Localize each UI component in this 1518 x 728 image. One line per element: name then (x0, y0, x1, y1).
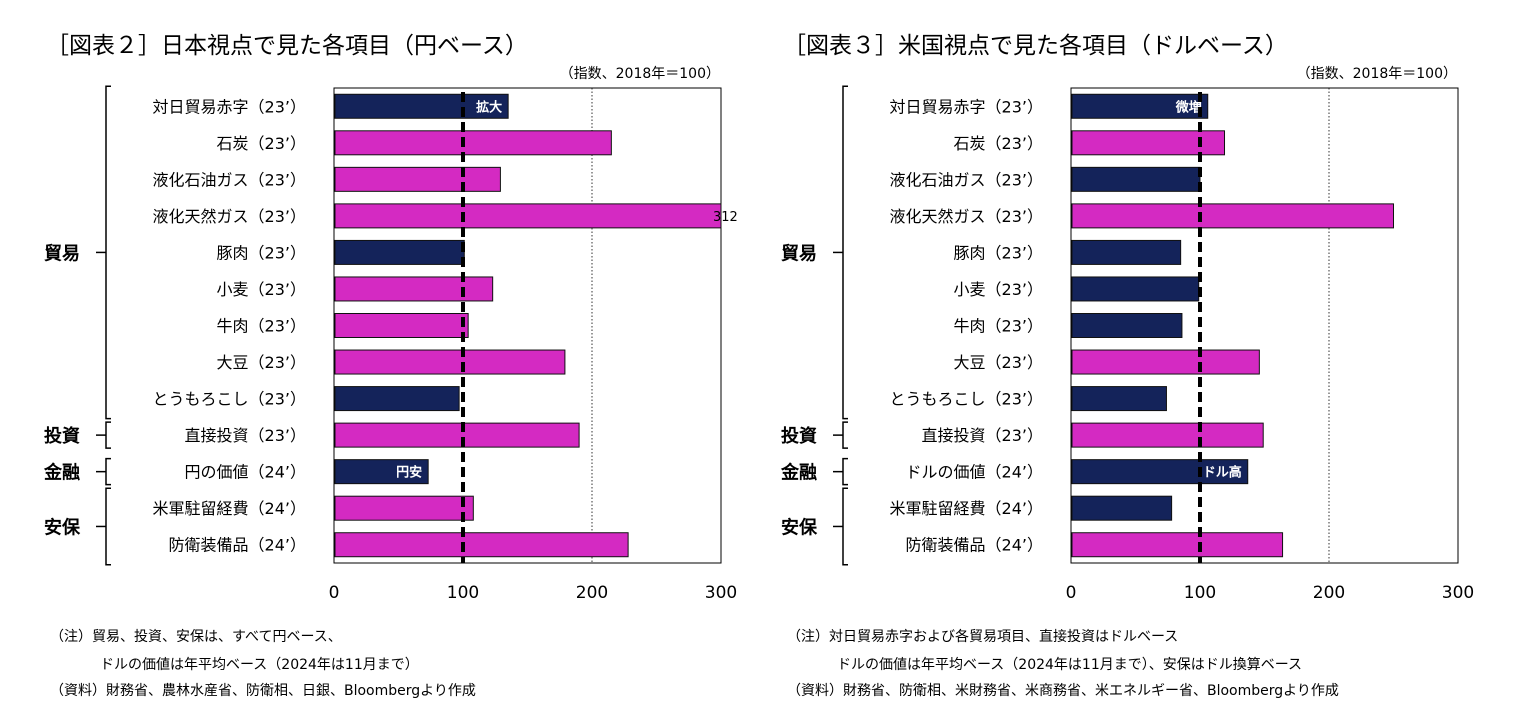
x-tick-label: 100 (1184, 583, 1216, 603)
category-label: ドルの価値（24’） (906, 463, 1043, 482)
group-bracket (842, 457, 848, 486)
x-tick-label: 0 (1066, 583, 1077, 603)
bar (1071, 203, 1394, 229)
category-label: 対日貿易赤字（23’） (890, 97, 1043, 116)
category-label: 牛肉（23’） (954, 317, 1043, 336)
group-label: 金融 (43, 462, 80, 484)
group-label: 金融 (780, 462, 817, 484)
chart-title: ［図表２］日本視点で見た各項目（円ベース） (46, 33, 528, 59)
bar (1071, 166, 1201, 192)
bar-annotation: 拡大 (476, 99, 502, 115)
category-label: とうもろこし（23’） (153, 390, 306, 409)
group-label: 投資 (44, 425, 80, 447)
group-label: 安保 (781, 516, 818, 538)
group-bracket (105, 457, 111, 486)
bar (334, 422, 580, 448)
x-tick-label: 300 (705, 583, 737, 603)
bar (334, 532, 629, 558)
group-bracket (105, 85, 111, 420)
x-tick-label: 0 (329, 583, 340, 603)
bar (334, 459, 429, 485)
category-label: 牛肉（23’） (217, 317, 306, 336)
category-label: 防衛装備品（24’） (906, 536, 1043, 555)
category-label: 石炭（23’） (954, 134, 1043, 153)
bar-annotation: 微増 (1175, 99, 1202, 115)
bar (1071, 349, 1260, 375)
category-label: 豚肉（23’） (954, 243, 1043, 262)
bar (334, 276, 494, 302)
chart-title: ［図表３］米国視点で見た各項目（ドルベース） (783, 33, 1288, 59)
category-label: 大豆（23’） (217, 353, 306, 372)
bar (1071, 239, 1182, 265)
bar-annotation: 円安 (396, 465, 422, 481)
unit-note: （指数、2018年＝100） (1297, 66, 1457, 82)
value-label: 312 (713, 210, 738, 225)
bar (334, 166, 501, 192)
category-label: 直接投資（23’） (922, 426, 1043, 445)
bar-chart-japan: 対日貿易赤字（23’） 石炭（23’） 液化石油ガス（23’） 液化天然ガス（23’）… (43, 66, 738, 603)
category-label: 石炭（23’） (217, 134, 306, 153)
group-bracket (105, 421, 111, 449)
group-bracket (842, 487, 848, 566)
category-label: 防衛装備品（24’） (169, 536, 306, 555)
bar (1071, 93, 1209, 119)
category-label: 小麦（23’） (954, 280, 1043, 299)
bar (334, 93, 509, 119)
group-bracket (105, 487, 111, 566)
note-line-3: （資料）財務省、農林水産省、防衛相、日銀、Bloombergより作成 (50, 683, 476, 699)
plot-frame (1070, 87, 1459, 564)
x-tick-label: 300 (1442, 583, 1474, 603)
bar (334, 495, 474, 521)
group-label: 投資 (781, 425, 817, 447)
note-line-2: ドルの価値は年平均ベース（2024年は11月まで）、安保はドル換算ベース (837, 657, 1303, 673)
bar-chart-us: 対日貿易赤字（23’） 石炭（23’） 液化石油ガス（23’） 液化天然ガス（23’）… (780, 66, 1474, 603)
chart-panel-us: ［図表３］米国視点で見た各項目（ドルベース） 対日貿易赤字（23’） 石炭（23’… (737, 0, 1496, 728)
category-label: 米軍駐留経費（24’） (890, 499, 1043, 518)
category-label: 液化石油ガス（23’） (890, 170, 1043, 189)
bar-annotation: ドル高 (1203, 465, 1242, 481)
bar (1071, 422, 1264, 448)
group-label: 貿易 (781, 242, 817, 264)
bar (334, 130, 612, 156)
group-bracket (842, 421, 848, 449)
note-line-1: （注）貿易、投資、安保は、すべて円ベース、 (50, 629, 342, 645)
category-label: 液化天然ガス（23’） (153, 207, 306, 226)
category-label: 円の価値（24’） (185, 463, 306, 482)
bar (1071, 532, 1284, 558)
note-line-3: （資料）財務省、防衛相、米財務省、米商務省、米エネルギー省、Bloombergよ… (787, 683, 1339, 699)
category-label: 直接投資（23’） (185, 426, 306, 445)
category-label: 豚肉（23’） (217, 243, 306, 262)
group-bracket (842, 85, 848, 420)
bar (334, 386, 460, 412)
group-label: 貿易 (44, 242, 80, 264)
note-line-2: ドルの価値は年平均ベース（2024年は11月まで） (100, 657, 419, 673)
group-label: 安保 (44, 516, 81, 538)
unit-note: （指数、2018年＝100） (560, 66, 720, 82)
bar (1071, 459, 1249, 485)
bar (1071, 276, 1200, 302)
category-label: 液化天然ガス（23’） (890, 207, 1043, 226)
category-label: 大豆（23’） (954, 353, 1043, 372)
plot-frame (333, 87, 722, 564)
category-label: 対日貿易赤字（23’） (153, 97, 306, 116)
bar (334, 203, 722, 229)
category-label: 液化石油ガス（23’） (153, 170, 306, 189)
chart-panel-japan: ［図表２］日本視点で見た各項目（円ベース） 対日貿易赤字（23’） 石炭（23’）… (43, 33, 738, 699)
bar (1071, 495, 1173, 521)
x-tick-label: 100 (447, 583, 479, 603)
category-label: とうもろこし（23’） (890, 390, 1043, 409)
x-tick-label: 200 (1313, 583, 1345, 603)
note-line-1: （注）対日貿易赤字および各貿易項目、直接投資はドルベース (787, 629, 1179, 645)
bar (1071, 386, 1167, 412)
bar (334, 349, 566, 375)
bar (334, 239, 465, 265)
bar (334, 313, 469, 338)
category-label: 米軍駐留経費（24’） (153, 499, 306, 518)
category-label: 小麦（23’） (217, 280, 306, 299)
bar (1071, 313, 1183, 338)
x-tick-label: 200 (576, 583, 608, 603)
